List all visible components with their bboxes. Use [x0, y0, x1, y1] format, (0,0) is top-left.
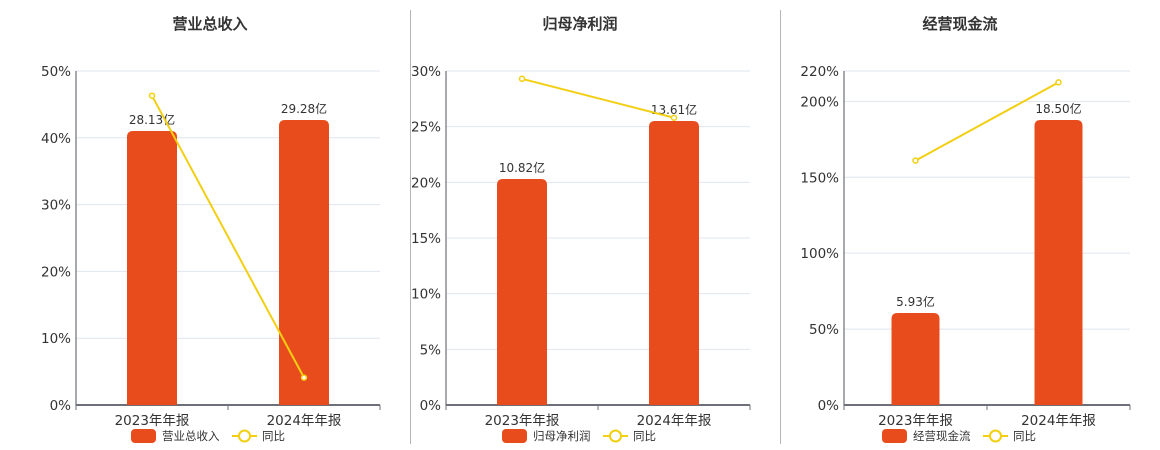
y-tick-label: 15% — [411, 231, 441, 247]
y-tick-label: 25% — [411, 120, 441, 136]
y-tick-label: 100% — [800, 246, 839, 262]
chart-title: 经营现金流 — [922, 15, 997, 33]
y-tick-label: 40% — [41, 131, 71, 147]
y-tick-label: 50% — [41, 64, 71, 80]
yoy-line — [915, 81, 1059, 162]
legend: 经营现金流 同比 — [882, 429, 1036, 443]
y-tick-label: 30% — [411, 64, 441, 80]
yoy-line — [521, 77, 675, 119]
legend-item-bar[interactable]: 营业总收入 — [131, 429, 220, 443]
chart-net-profit: 归母净利润 0% 5% 10% 15% 20% 25% 30% 10.82亿 2023年年报 13… — [411, 15, 751, 443]
y-tick-label: 10% — [41, 331, 71, 347]
legend-bar-swatch-icon — [131, 429, 156, 443]
yoy-point[interactable] — [912, 157, 919, 164]
legend-circle-icon — [989, 429, 1002, 443]
x-category-label: 2023年年报 — [878, 413, 953, 429]
legend-bar-swatch-icon — [882, 429, 907, 443]
chart-title: 营业总收入 — [172, 15, 247, 33]
y-tick-label: 10% — [411, 287, 441, 303]
legend-label: 同比 — [1013, 429, 1036, 443]
y-tick-label: 20% — [411, 175, 441, 191]
y-tick-label: 0% — [818, 398, 840, 414]
bar[interactable] — [497, 179, 547, 405]
y-tick-label: 220% — [800, 64, 839, 80]
x-category-label: 2024年年报 — [1021, 413, 1096, 429]
yoy-point[interactable] — [300, 374, 308, 381]
y-tick-label: 20% — [41, 264, 71, 280]
y-tick-label: 0% — [50, 398, 72, 414]
y-tick-label: 50% — [809, 322, 839, 338]
bar[interactable] — [127, 131, 177, 405]
bar-value-label: 18.50亿 — [1035, 101, 1081, 116]
chart-title: 归母净利润 — [542, 15, 617, 33]
chart-operating-cashflow: 经营现金流 0% 50% 100% 150% 200% 220% 5.93亿 2023年年报 1… — [800, 15, 1131, 443]
legend-label: 归母净利润 — [533, 429, 591, 443]
legend-circle-icon — [609, 429, 622, 443]
legend-item-bar[interactable]: 归母净利润 — [502, 429, 591, 443]
bar-value-label: 29.28亿 — [281, 101, 327, 116]
panel-separator-2 — [780, 10, 781, 444]
legend: 归母净利润 同比 — [502, 429, 656, 443]
y-tick-label: 5% — [420, 342, 442, 358]
legend-item-bar[interactable]: 经营现金流 — [882, 429, 971, 443]
bar-value-label: 5.93亿 — [896, 294, 935, 309]
legend-label: 同比 — [262, 429, 285, 443]
legend-label: 营业总收入 — [162, 429, 220, 443]
bar-value-label: 13.61亿 — [651, 102, 697, 117]
legend: 营业总收入 同比 — [131, 429, 285, 443]
yoy-point[interactable] — [670, 114, 678, 122]
x-category-label: 2023年年报 — [485, 413, 560, 429]
legend-bar-swatch-icon — [502, 429, 527, 443]
y-tick-label: 30% — [41, 198, 71, 214]
x-category-label: 2024年年报 — [637, 413, 712, 429]
chart-revenue: 营业总收入 0%10%20%30%40%50%28.13亿2023年年报29.2… — [41, 15, 381, 443]
x-category-label: 2023年年报 — [115, 413, 190, 429]
bar-value-label: 10.82亿 — [499, 160, 545, 175]
y-tick-label: 150% — [800, 170, 839, 186]
y-tick-label: 200% — [800, 94, 839, 110]
bar[interactable] — [279, 120, 329, 405]
bar[interactable] — [1034, 120, 1083, 405]
legend-label: 同比 — [633, 429, 656, 443]
yoy-line — [151, 95, 305, 379]
bar[interactable] — [649, 121, 699, 405]
yoy-point[interactable] — [148, 92, 156, 99]
yoy-point[interactable] — [518, 75, 526, 83]
legend-item-line[interactable]: 同比 — [232, 429, 285, 443]
panel-separator-1 — [410, 10, 411, 444]
bar[interactable] — [891, 313, 940, 405]
legend-item-line[interactable]: 同比 — [983, 429, 1036, 443]
legend-circle-icon — [238, 429, 251, 443]
legend-item-line[interactable]: 同比 — [603, 429, 656, 443]
yoy-point[interactable] — [1055, 79, 1062, 86]
y-tick-label: 0% — [420, 398, 442, 414]
x-category-label: 2024年年报 — [267, 413, 342, 429]
legend-label: 经营现金流 — [913, 429, 971, 443]
